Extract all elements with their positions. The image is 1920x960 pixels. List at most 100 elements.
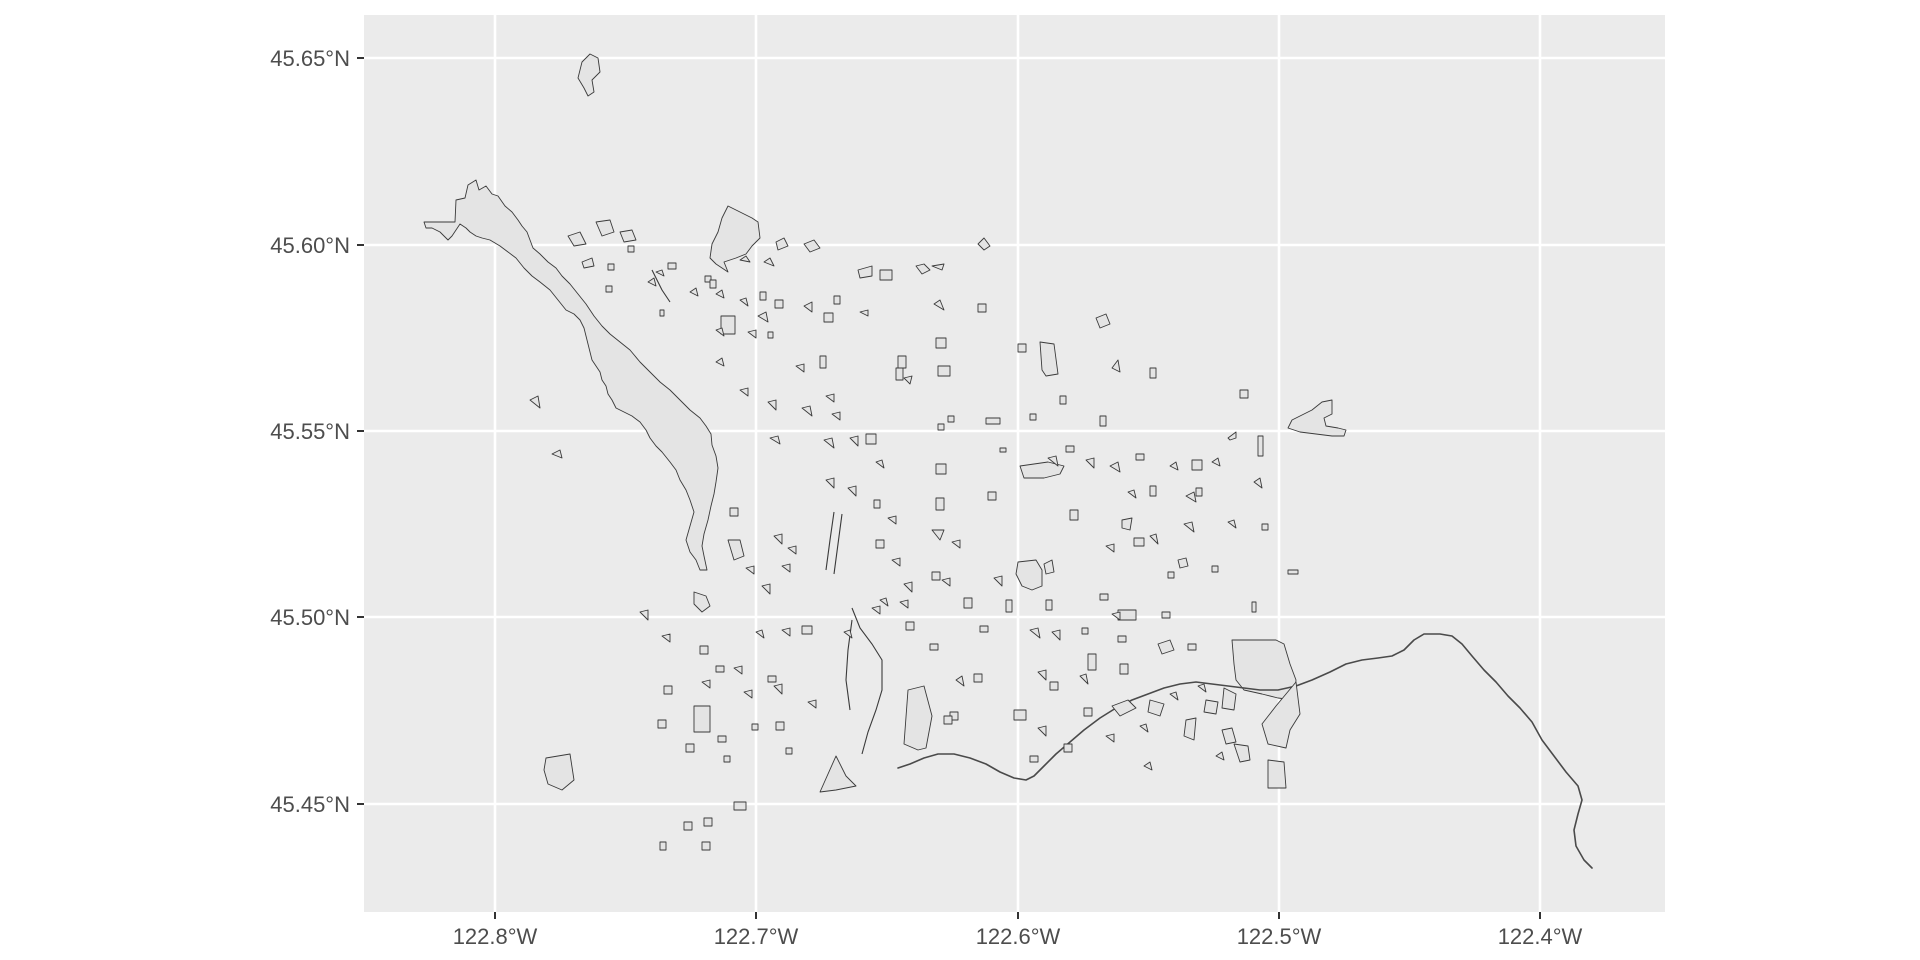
small-park bbox=[1187, 643, 1197, 651]
small-park bbox=[1251, 601, 1257, 613]
y-tick-label: 45.65°N bbox=[270, 46, 350, 71]
small-park bbox=[733, 801, 747, 811]
small-park bbox=[825, 477, 835, 489]
small-park bbox=[701, 679, 711, 689]
small-park bbox=[1029, 755, 1039, 763]
small-park bbox=[1183, 521, 1195, 533]
small-park bbox=[1161, 611, 1171, 619]
small-park bbox=[767, 399, 777, 411]
small-park bbox=[999, 447, 1007, 453]
small-park bbox=[1139, 723, 1149, 733]
small-park bbox=[1111, 359, 1121, 373]
x-tick-label: 122.7°W bbox=[714, 924, 799, 949]
small-park bbox=[891, 557, 901, 567]
small-park bbox=[739, 387, 749, 397]
small-park bbox=[775, 721, 785, 731]
small-park bbox=[767, 675, 777, 683]
x-tick-label: 122.5°W bbox=[1237, 924, 1322, 949]
small-park bbox=[819, 355, 827, 369]
small-park bbox=[801, 625, 813, 635]
small-park bbox=[801, 405, 813, 417]
small-park bbox=[1195, 487, 1203, 497]
small-park bbox=[1133, 537, 1145, 547]
small-park bbox=[595, 219, 615, 237]
small-park bbox=[1257, 435, 1264, 457]
small-park bbox=[937, 365, 951, 377]
hoyt-polygon bbox=[727, 539, 745, 561]
small-park bbox=[833, 295, 841, 305]
small-park bbox=[1211, 565, 1219, 573]
small-park bbox=[1135, 453, 1145, 461]
small-park bbox=[733, 665, 743, 675]
small-park bbox=[1059, 395, 1067, 405]
small-park bbox=[745, 565, 755, 575]
small-park bbox=[1079, 673, 1089, 685]
small-park bbox=[1063, 743, 1073, 753]
small-park bbox=[875, 539, 885, 549]
small-park bbox=[875, 459, 885, 469]
small-park bbox=[1183, 717, 1197, 741]
small-park bbox=[1227, 431, 1237, 441]
small-park bbox=[823, 437, 835, 449]
small-park bbox=[703, 817, 713, 827]
small-park bbox=[857, 265, 873, 279]
small-park bbox=[897, 355, 907, 369]
small-park bbox=[943, 715, 953, 725]
oaks-bottom-polygon bbox=[819, 755, 857, 793]
small-park bbox=[873, 499, 881, 509]
small-park bbox=[915, 263, 931, 275]
small-park bbox=[979, 625, 989, 633]
small-park bbox=[977, 303, 987, 313]
small-park bbox=[929, 643, 939, 651]
westmoreland-polygon bbox=[903, 685, 933, 751]
small-park bbox=[755, 629, 765, 639]
small-park bbox=[1121, 517, 1133, 531]
small-park bbox=[1261, 523, 1269, 531]
small-park bbox=[781, 563, 791, 573]
small-park bbox=[773, 533, 783, 545]
small-park bbox=[1117, 609, 1137, 621]
small-park bbox=[993, 575, 1003, 587]
small-park bbox=[1261, 681, 1301, 749]
small-park bbox=[847, 485, 857, 497]
small-park bbox=[859, 309, 869, 317]
y-tick-label: 45.60°N bbox=[270, 233, 350, 258]
small-park bbox=[627, 245, 635, 253]
small-park bbox=[1085, 457, 1095, 469]
small-park bbox=[685, 743, 695, 753]
peninsula-strip bbox=[651, 269, 671, 303]
springwater-corridor-line bbox=[897, 633, 1593, 869]
small-park bbox=[715, 357, 725, 367]
small-park bbox=[655, 269, 665, 277]
y-tick-label: 45.55°N bbox=[270, 419, 350, 444]
south-polygon bbox=[693, 591, 711, 613]
small-park bbox=[987, 491, 997, 501]
small-park bbox=[1117, 635, 1127, 643]
kelley-point-polygon bbox=[577, 53, 601, 97]
small-park bbox=[895, 367, 904, 381]
small-park bbox=[663, 685, 673, 695]
small-park bbox=[607, 263, 615, 271]
small-park bbox=[1017, 343, 1027, 353]
small-park bbox=[899, 599, 909, 609]
small-park bbox=[1169, 461, 1179, 471]
small-park bbox=[739, 297, 749, 307]
small-park bbox=[905, 621, 915, 631]
small-park bbox=[785, 747, 793, 755]
small-park bbox=[985, 417, 1001, 425]
small-park bbox=[955, 675, 965, 687]
laurelhurst-polygon bbox=[1015, 559, 1043, 591]
small-park bbox=[1013, 709, 1027, 721]
mount-tabor-polygon bbox=[1019, 461, 1065, 479]
small-park bbox=[879, 597, 889, 607]
small-park bbox=[807, 699, 817, 709]
small-park bbox=[947, 415, 955, 423]
x-tick-label: 122.6°W bbox=[976, 924, 1061, 949]
small-park bbox=[1037, 669, 1047, 681]
small-park bbox=[933, 299, 945, 311]
small-park bbox=[843, 629, 853, 639]
small-park bbox=[774, 299, 784, 309]
willamette-greenway-line bbox=[851, 607, 883, 755]
small-park bbox=[1005, 599, 1013, 613]
